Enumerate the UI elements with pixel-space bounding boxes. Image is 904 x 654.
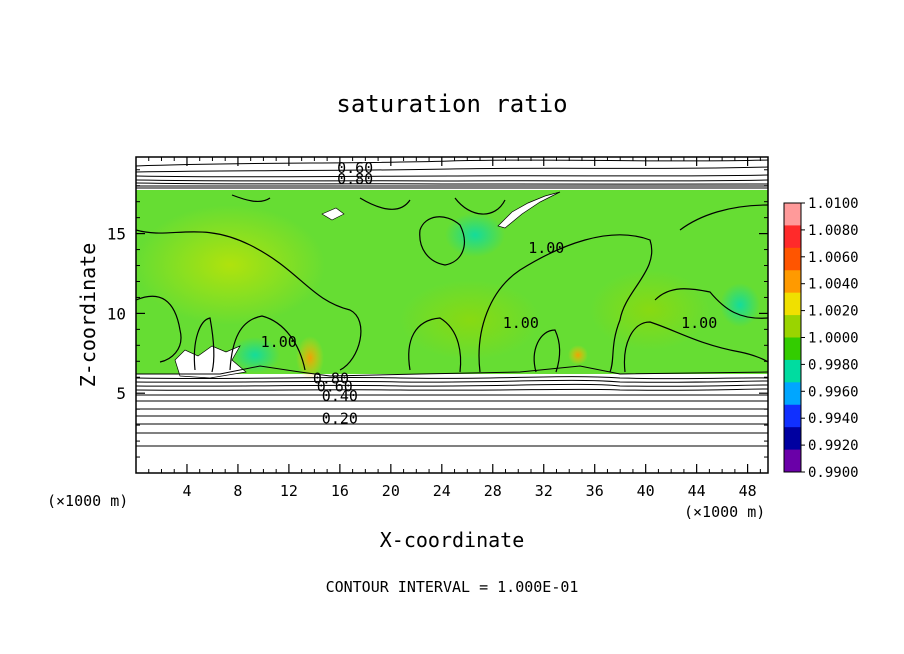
y-tick-label: 10 bbox=[107, 304, 126, 323]
colorbar-swatch bbox=[784, 337, 801, 361]
chart-title: saturation ratio bbox=[336, 90, 567, 118]
colorbar-label: 1.0080 bbox=[808, 223, 859, 239]
supersaturation-peak bbox=[296, 336, 324, 380]
x-tick-label: 40 bbox=[637, 482, 655, 500]
colorbar-label: 1.0060 bbox=[808, 250, 859, 266]
colorbar-label: 0.9940 bbox=[808, 411, 859, 427]
contour-interval-note: CONTOUR INTERVAL = 1.000E-01 bbox=[326, 578, 579, 596]
unsaturated-patch bbox=[174, 345, 247, 379]
unsaturated-patch bbox=[497, 191, 561, 229]
x-tick-label: 4 bbox=[182, 482, 191, 500]
x-tick-label: 48 bbox=[739, 482, 757, 500]
colorbar-label: 0.9980 bbox=[808, 357, 859, 373]
colorbar: 1.0100 1.0080 1.0060 1.0040 1.0020 1.0000 0.99… bbox=[783, 196, 859, 481]
contour-label: 1.00 bbox=[528, 239, 564, 257]
x-tick-label: 16 bbox=[331, 482, 349, 500]
contour-lines-saturation bbox=[136, 194, 768, 373]
contour-label: 0.80 bbox=[313, 370, 349, 388]
contour-label: 0.80 bbox=[337, 170, 373, 188]
x-axis-label: X-coordinate bbox=[380, 528, 525, 552]
plot-area bbox=[136, 159, 768, 447]
x-tick-label: 28 bbox=[484, 482, 502, 500]
x-axis: 4 8 12 16 20 24 28 32 36 40 44 48 bbox=[148, 157, 761, 500]
x-tick-label: 8 bbox=[233, 482, 242, 500]
unsaturated-patch bbox=[321, 207, 345, 221]
z-axis-unit: (×1000 m) bbox=[47, 492, 128, 510]
contour-label: 1.00 bbox=[681, 314, 717, 332]
x-tick-label: 24 bbox=[433, 482, 451, 500]
saturated-bottom-edge bbox=[136, 365, 768, 377]
x-tick-label: 20 bbox=[382, 482, 400, 500]
yellow-green-region bbox=[400, 280, 540, 360]
contour-lines-lower bbox=[136, 376, 768, 447]
x-axis-unit: (×1000 m) bbox=[684, 503, 765, 521]
colorbar-swatch bbox=[784, 225, 801, 249]
y-axis: 5 10 15 bbox=[107, 169, 768, 458]
colorbar-swatch bbox=[784, 247, 801, 271]
contour-label: 0.60 bbox=[317, 378, 353, 396]
plot-frame bbox=[135, 156, 769, 474]
yellow-green-region bbox=[136, 205, 325, 325]
colorbar-swatch bbox=[784, 292, 801, 316]
colorbar-label: 0.9920 bbox=[808, 438, 859, 454]
subsaturation-region bbox=[230, 337, 280, 373]
colorbar-label: 0.9960 bbox=[808, 384, 859, 400]
colorbar-swatch bbox=[784, 449, 801, 473]
y-axis-label: Z-coordinate bbox=[76, 243, 100, 388]
contour-label: 0.20 bbox=[322, 410, 358, 428]
colorbar-swatch bbox=[784, 315, 801, 338]
supersaturation-peak bbox=[568, 345, 588, 365]
colorbar-swatch bbox=[784, 382, 801, 406]
subsaturation-region bbox=[445, 213, 505, 257]
contour-label: 0.60 bbox=[337, 159, 373, 177]
colorbar-swatch bbox=[784, 359, 801, 383]
contour-labels: 0.600.801.001.00 1.001.000.800.600.400.20 bbox=[261, 159, 718, 428]
colorbar-label: 1.0040 bbox=[808, 277, 859, 293]
x-tick-label: 36 bbox=[586, 482, 604, 500]
contour-label: 1.00 bbox=[503, 314, 539, 332]
colorbar-label: 0.9900 bbox=[808, 465, 859, 481]
colorbar-label: 1.0020 bbox=[808, 304, 859, 320]
x-tick-label: 12 bbox=[280, 482, 298, 500]
colorbar-swatch bbox=[784, 203, 801, 226]
y-tick-label: 5 bbox=[116, 384, 126, 403]
subsaturation-region bbox=[720, 283, 760, 327]
y-tick-label: 15 bbox=[107, 225, 126, 244]
colorbar-swatch bbox=[784, 270, 801, 294]
colorbar-swatch bbox=[784, 404, 801, 428]
contour-lines-upper bbox=[136, 159, 768, 189]
colorbar-label: 1.0100 bbox=[808, 196, 859, 212]
x-tick-label: 32 bbox=[535, 482, 553, 500]
colorbar-label: 1.0000 bbox=[808, 331, 859, 347]
yellow-green-region bbox=[590, 270, 710, 350]
contour-label: 0.40 bbox=[322, 387, 358, 405]
contour-label: 1.00 bbox=[261, 333, 297, 351]
colorbar-swatch bbox=[784, 427, 801, 451]
x-tick-label: 44 bbox=[688, 482, 706, 500]
